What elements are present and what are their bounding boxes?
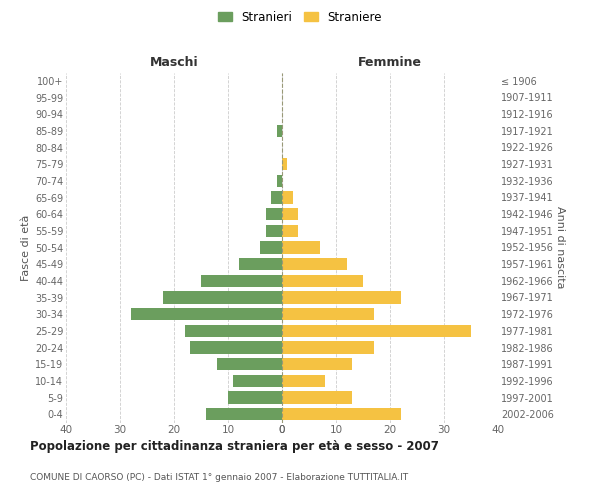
- Bar: [282, 224, 298, 237]
- Bar: [163, 291, 282, 304]
- Bar: [282, 208, 298, 220]
- Bar: [282, 158, 287, 170]
- Bar: [282, 291, 401, 304]
- Bar: [282, 358, 352, 370]
- Bar: [277, 174, 282, 187]
- Bar: [266, 208, 282, 220]
- Title: Femmine: Femmine: [358, 56, 422, 68]
- Bar: [277, 124, 282, 137]
- Bar: [282, 258, 347, 270]
- Bar: [233, 374, 282, 387]
- Bar: [282, 341, 374, 354]
- Bar: [282, 391, 352, 404]
- Bar: [271, 192, 282, 204]
- Bar: [206, 408, 282, 420]
- Text: Popolazione per cittadinanza straniera per età e sesso - 2007: Popolazione per cittadinanza straniera p…: [30, 440, 439, 453]
- Bar: [201, 274, 282, 287]
- Bar: [282, 274, 363, 287]
- Bar: [282, 408, 401, 420]
- Bar: [185, 324, 282, 337]
- Bar: [282, 374, 325, 387]
- Bar: [190, 341, 282, 354]
- Legend: Stranieri, Straniere: Stranieri, Straniere: [213, 6, 387, 28]
- Bar: [228, 391, 282, 404]
- Bar: [282, 242, 320, 254]
- Y-axis label: Fasce di età: Fasce di età: [20, 214, 31, 280]
- Bar: [282, 308, 374, 320]
- Bar: [217, 358, 282, 370]
- Bar: [282, 324, 471, 337]
- Text: COMUNE DI CAORSO (PC) - Dati ISTAT 1° gennaio 2007 - Elaborazione TUTTITALIA.IT: COMUNE DI CAORSO (PC) - Dati ISTAT 1° ge…: [30, 473, 408, 482]
- Bar: [260, 242, 282, 254]
- Y-axis label: Anni di nascita: Anni di nascita: [555, 206, 565, 288]
- Bar: [266, 224, 282, 237]
- Bar: [131, 308, 282, 320]
- Bar: [282, 191, 293, 204]
- Bar: [239, 258, 282, 270]
- Title: Maschi: Maschi: [149, 56, 199, 68]
